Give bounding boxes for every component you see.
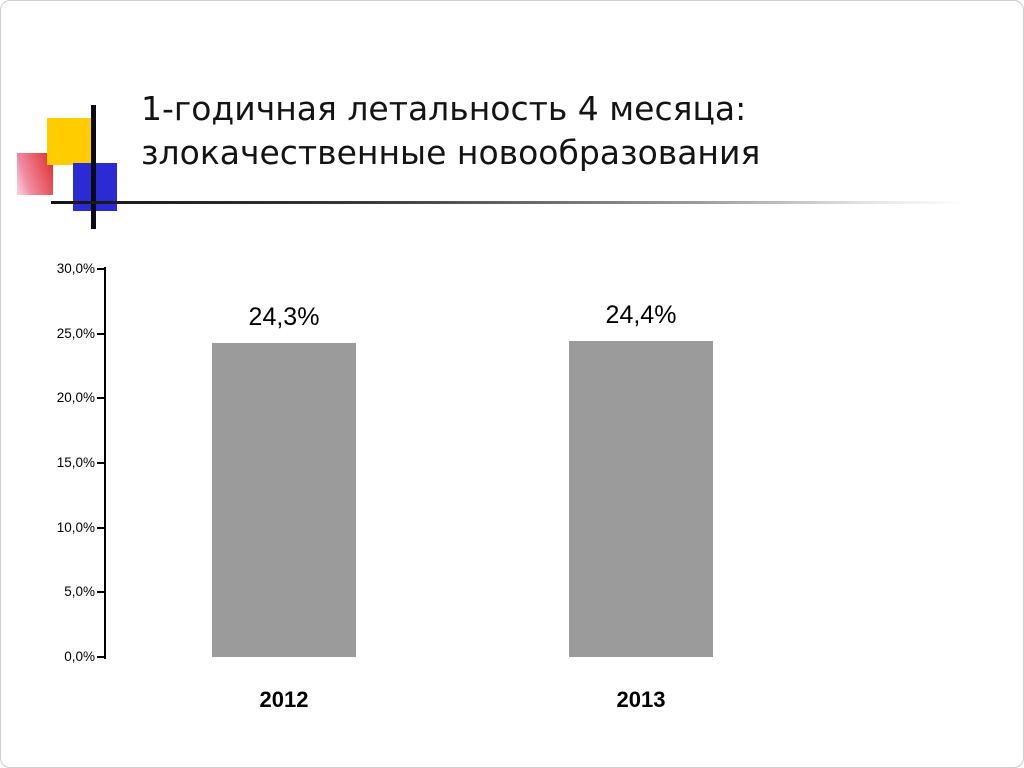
bar-2013 <box>569 341 713 657</box>
y-axis-tick-label: 25,0% <box>56 325 95 341</box>
decoration-yellow-square <box>47 118 94 165</box>
y-axis-tick-mark <box>97 526 104 529</box>
decoration-vertical-line <box>91 105 96 229</box>
bar-value-label: 24,3% <box>248 302 320 331</box>
y-axis-tick-mark <box>97 656 104 658</box>
slide-title-line1: 1-годичная летальность 4 месяца: <box>141 89 747 128</box>
slide-title: 1-годичная летальность 4 месяца: злокаче… <box>141 87 981 175</box>
title-divider-line <box>51 201 969 204</box>
y-axis-tick-label: 20,0% <box>56 390 95 406</box>
bar-2012 <box>212 342 356 657</box>
y-axis-tick-label: 0,0% <box>64 649 95 664</box>
y-axis-tick-label: 15,0% <box>56 455 95 470</box>
x-axis-category-label: 2012 <box>259 687 309 712</box>
bar-value-label: 24,4% <box>605 301 677 330</box>
y-axis-line <box>104 267 106 659</box>
y-axis-tick-mark <box>97 462 104 464</box>
y-axis-tick-mark <box>97 332 104 335</box>
y-axis-tick-label: 30,0% <box>56 261 95 276</box>
y-axis-tick-label: 10,0% <box>56 519 95 535</box>
slide-title-line2: злокачественные новообразования <box>141 133 761 172</box>
y-axis-tick-mark <box>97 397 104 400</box>
y-axis-tick-label: 5,0% <box>64 584 95 600</box>
y-axis-tick-mark <box>97 591 104 594</box>
x-axis-category-label: 2013 <box>616 687 666 712</box>
y-axis-tick-mark <box>97 268 104 270</box>
